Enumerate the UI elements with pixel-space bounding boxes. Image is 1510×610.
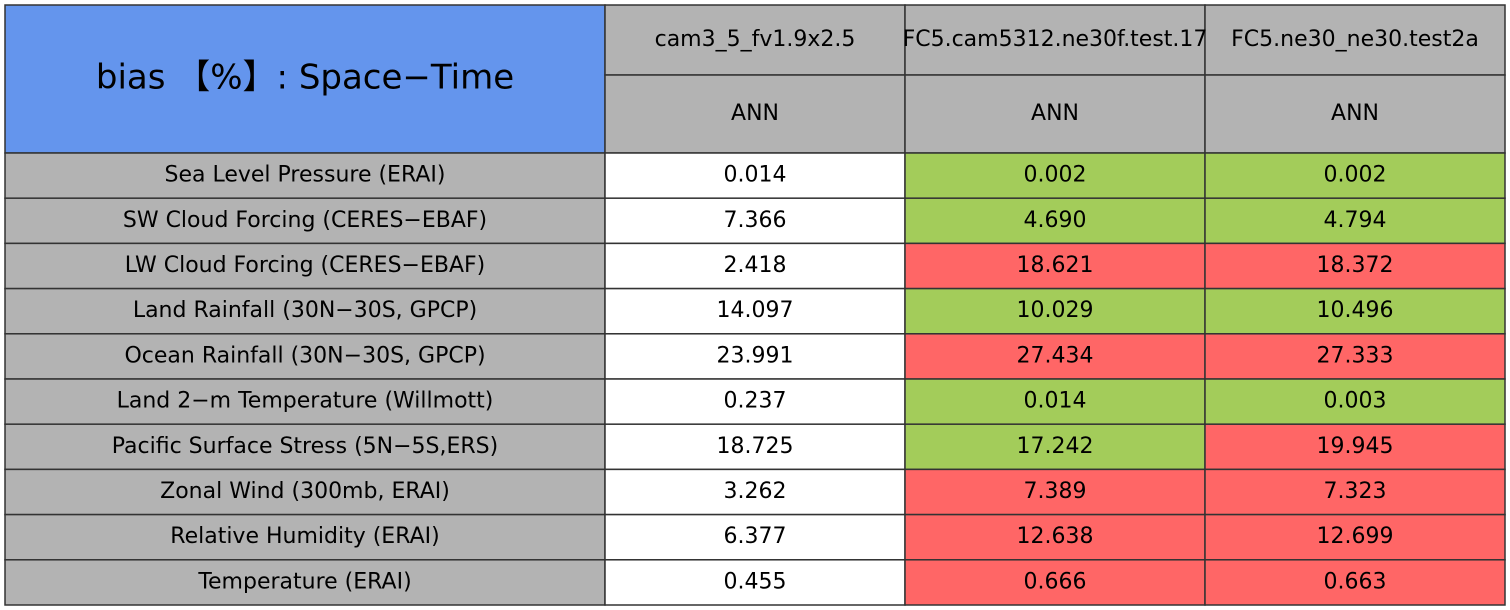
value: 0.663 (1324, 569, 1387, 594)
row-label-cell (4, 242, 606, 290)
value: 12.638 (1017, 524, 1094, 549)
value: 0.455 (724, 569, 787, 594)
value: 19.945 (1317, 434, 1394, 459)
row-label: Zonal Wind (300mb, ERAI) (160, 479, 450, 504)
value: 7.366 (724, 208, 787, 233)
value-cell (604, 287, 906, 335)
row-label: Pacific Surface Stress (5N−5S,ERS) (112, 434, 498, 459)
value: 3.262 (724, 479, 787, 504)
value-cell (604, 378, 906, 425)
row-label: Sea Level Pressure (ERAI) (165, 163, 446, 188)
value-cell (1204, 468, 1506, 516)
value-cell (1204, 513, 1506, 561)
value: 10.496 (1317, 298, 1394, 323)
value-cell (1204, 242, 1506, 290)
value: 7.389 (1024, 479, 1087, 504)
value: 0.014 (1024, 389, 1087, 414)
row-label: Land 2−m Temperature (Willmott) (117, 389, 494, 414)
value: 18.725 (717, 434, 794, 459)
value-cell (904, 152, 1206, 199)
title-cell (4, 4, 606, 154)
column-header: FC5.ne30_ne30.test2a (1231, 27, 1479, 52)
row-label-cell (4, 378, 606, 425)
row-label: Temperature (ERAI) (197, 569, 411, 594)
row-label: SW Cloud Forcing (CERES−EBAF) (123, 208, 487, 233)
value-cell (1204, 559, 1506, 606)
subheader-cell (604, 74, 906, 154)
value: 6.377 (724, 524, 787, 549)
value: 0.666 (1024, 569, 1087, 594)
value-cell (904, 287, 1206, 335)
value-cell (1204, 287, 1506, 335)
subheader-cell (904, 74, 1206, 154)
value: 18.621 (1017, 253, 1094, 278)
row-label: Ocean Rainfall (30N−30S, GPCP) (124, 343, 485, 368)
column-header-cell (604, 4, 906, 76)
value-cell (1204, 152, 1506, 199)
value: 4.794 (1324, 208, 1387, 233)
value-cell (604, 242, 906, 290)
value-cell (904, 197, 1206, 245)
value-cell (1204, 378, 1506, 425)
row-label: Land Rainfall (30N−30S, GPCP) (133, 298, 477, 323)
row-label-cell (4, 152, 606, 199)
value: 0.003 (1324, 389, 1387, 414)
value: 23.991 (717, 343, 794, 368)
value: 0.237 (724, 389, 787, 414)
value-cell (904, 513, 1206, 561)
value: 7.323 (1324, 479, 1387, 504)
value-cell (604, 559, 906, 606)
value: 4.690 (1024, 208, 1087, 233)
subheader: ANN (1331, 101, 1379, 126)
value-cell (904, 242, 1206, 290)
value-cell (1204, 333, 1506, 380)
value: 0.014 (724, 163, 787, 188)
value: 17.242 (1017, 434, 1094, 459)
value-cell (904, 559, 1206, 606)
value-cell (604, 333, 906, 380)
row-label-cell (4, 197, 606, 245)
value: 0.002 (1024, 163, 1087, 188)
value: 0.002 (1324, 163, 1387, 188)
row-label: Relative Humidity (ERAI) (170, 524, 439, 549)
table-title: bias 【%】: Space−Time (96, 58, 514, 98)
value: 12.699 (1317, 524, 1394, 549)
value: 14.097 (717, 298, 794, 323)
value: 27.333 (1317, 343, 1394, 368)
row-label-cell (4, 287, 606, 335)
value: 2.418 (724, 253, 787, 278)
row-label-cell (4, 513, 606, 561)
column-header-cell (904, 4, 1206, 76)
value-cell (604, 468, 906, 516)
column-header: FC5.cam5312.ne30f.test.17 (903, 27, 1208, 52)
column-header: cam3_5_fv1.9x2.5 (655, 27, 856, 52)
column-header-cell (1204, 4, 1506, 76)
row-label-cell (4, 468, 606, 516)
value: 27.434 (1017, 343, 1094, 368)
subheader: ANN (1031, 101, 1079, 126)
value: 18.372 (1317, 253, 1394, 278)
value: 10.029 (1017, 298, 1094, 323)
row-label: LW Cloud Forcing (CERES−EBAF) (125, 253, 486, 278)
subheader: ANN (731, 101, 779, 126)
